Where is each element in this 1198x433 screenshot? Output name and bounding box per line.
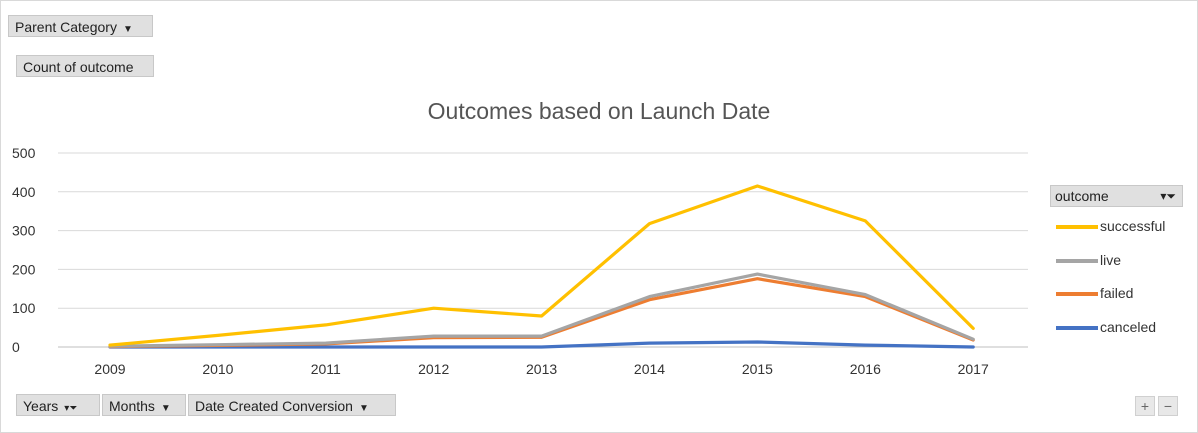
- x-tick-label: 2009: [94, 361, 125, 377]
- legend-header-label: outcome: [1055, 188, 1109, 204]
- date-created-filter-button[interactable]: Date Created Conversion ▼: [188, 394, 396, 416]
- x-tick-label: 2016: [850, 361, 881, 377]
- date-created-label: Date Created Conversion: [195, 398, 353, 414]
- chevron-down-icon: ▼: [160, 403, 171, 414]
- zoom-in-button[interactable]: +: [1135, 396, 1155, 416]
- filter-icon: ▾⏷: [64, 403, 78, 414]
- chevron-down-icon: ▼: [358, 403, 369, 414]
- legend-label: failed: [1100, 285, 1134, 301]
- legend-swatch: [1056, 326, 1098, 331]
- legend-label: canceled: [1100, 319, 1157, 335]
- months-label: Months: [109, 398, 155, 414]
- count-of-outcome-label: Count of outcome: [23, 59, 134, 75]
- chevron-down-icon: ▼: [122, 24, 133, 35]
- x-tick-label: 2017: [958, 361, 989, 377]
- legend-swatch: [1056, 259, 1098, 264]
- x-tick-label: 2012: [418, 361, 449, 377]
- parent-category-filter-button[interactable]: Parent Category ▼: [8, 15, 153, 37]
- chart-title: Outcomes based on Launch Date: [427, 98, 771, 124]
- count-of-outcome-button[interactable]: Count of outcome: [16, 55, 154, 77]
- x-tick-label: 2014: [634, 361, 665, 377]
- legend-label: successful: [1100, 218, 1166, 234]
- y-tick-label: 100: [12, 300, 36, 316]
- series-line-successful: [108, 184, 975, 347]
- y-tick-label: 300: [12, 223, 36, 239]
- y-tick-label: 400: [12, 184, 36, 200]
- years-label: Years: [23, 398, 59, 414]
- outcome-legend-filter[interactable]: outcome ▾⏷: [1050, 185, 1183, 207]
- y-tick-label: 500: [12, 145, 36, 161]
- years-filter-button[interactable]: Years ▾⏷: [16, 394, 100, 416]
- plus-icon: +: [1140, 398, 1150, 414]
- x-tick-label: 2015: [742, 361, 773, 377]
- series-line-live: [108, 272, 975, 348]
- legend-swatch: [1056, 292, 1098, 297]
- legend-item-failed: failed: [1056, 283, 1133, 303]
- x-tick-label: 2011: [311, 361, 341, 377]
- months-filter-button[interactable]: Months ▼: [102, 394, 186, 416]
- x-tick-label: 2010: [202, 361, 233, 377]
- legend-swatch: [1056, 225, 1098, 230]
- filter-icon[interactable]: ▾⏷: [1160, 189, 1176, 203]
- y-tick-label: 200: [12, 261, 36, 277]
- y-tick-label: 0: [12, 339, 20, 355]
- legend-item-successful: successful: [1056, 216, 1165, 236]
- legend-item-live: live: [1056, 250, 1121, 270]
- zoom-out-button[interactable]: −: [1158, 396, 1178, 416]
- x-tick-label: 2013: [526, 361, 557, 377]
- parent-category-label: Parent Category: [15, 19, 117, 35]
- minus-icon: −: [1163, 398, 1173, 414]
- legend-item-canceled: canceled: [1056, 317, 1156, 337]
- legend-label: live: [1100, 252, 1122, 268]
- series-line-canceled: [108, 340, 975, 349]
